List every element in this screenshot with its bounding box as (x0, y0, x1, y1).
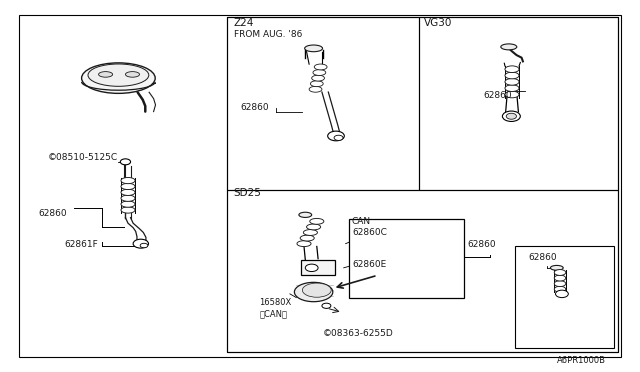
Bar (227, 17, 618, 352)
Ellipse shape (501, 44, 517, 50)
Bar (419, 17, 618, 190)
Ellipse shape (314, 64, 327, 70)
Circle shape (334, 135, 343, 141)
Text: 62861F: 62861F (64, 240, 98, 249)
Ellipse shape (82, 63, 156, 93)
Ellipse shape (505, 91, 519, 98)
Text: ©08510-5125C: ©08510-5125C (48, 153, 118, 162)
Ellipse shape (310, 218, 324, 224)
Ellipse shape (505, 78, 519, 85)
Bar (301, 260, 335, 275)
Ellipse shape (312, 75, 324, 81)
Ellipse shape (125, 71, 140, 77)
Text: 16580X: 16580X (259, 298, 291, 307)
Ellipse shape (505, 85, 519, 92)
Circle shape (140, 243, 148, 248)
Text: 62860: 62860 (240, 103, 269, 112)
Text: 62860: 62860 (38, 209, 67, 218)
Ellipse shape (300, 235, 314, 241)
Circle shape (556, 290, 568, 298)
Ellipse shape (505, 66, 519, 73)
Ellipse shape (297, 241, 311, 247)
Circle shape (328, 131, 344, 141)
Ellipse shape (88, 64, 149, 86)
Text: ©08363-6255D: ©08363-6255D (323, 329, 394, 338)
Text: 62860C: 62860C (352, 228, 387, 237)
Circle shape (305, 264, 318, 272)
Text: FROM AUG. '86: FROM AUG. '86 (234, 30, 302, 39)
Text: A6PR1000B: A6PR1000B (557, 356, 606, 365)
Ellipse shape (550, 266, 563, 270)
Ellipse shape (554, 275, 566, 281)
Ellipse shape (554, 270, 566, 275)
Circle shape (120, 159, 131, 165)
Ellipse shape (121, 183, 135, 190)
Ellipse shape (554, 286, 566, 292)
Ellipse shape (121, 207, 135, 213)
Ellipse shape (505, 72, 519, 79)
Ellipse shape (310, 81, 323, 87)
Circle shape (502, 111, 520, 122)
Ellipse shape (294, 282, 333, 302)
Bar (227, 190, 618, 352)
Ellipse shape (307, 224, 321, 230)
Ellipse shape (121, 201, 135, 207)
Ellipse shape (303, 283, 332, 297)
Ellipse shape (99, 71, 113, 77)
Ellipse shape (309, 86, 322, 92)
Ellipse shape (121, 177, 135, 184)
Ellipse shape (313, 70, 326, 76)
Ellipse shape (554, 281, 566, 286)
Text: Z24: Z24 (234, 18, 254, 28)
Bar (227, 17, 419, 190)
Circle shape (322, 303, 331, 308)
Circle shape (506, 113, 516, 119)
Ellipse shape (121, 189, 135, 195)
Text: （CAN）: （CAN） (259, 309, 287, 318)
Bar (349, 219, 464, 298)
Text: 62860: 62860 (528, 253, 557, 262)
Ellipse shape (305, 45, 323, 52)
Ellipse shape (303, 230, 317, 235)
Text: VG30: VG30 (424, 18, 452, 28)
Bar (515, 246, 614, 348)
Text: SD25: SD25 (234, 188, 262, 198)
Ellipse shape (121, 195, 135, 201)
Text: 62860: 62860 (467, 240, 496, 249)
Text: 62860: 62860 (483, 92, 512, 100)
Circle shape (133, 239, 148, 248)
Text: 62860E: 62860E (352, 260, 387, 269)
Ellipse shape (299, 212, 312, 218)
Text: CAN: CAN (352, 217, 371, 226)
